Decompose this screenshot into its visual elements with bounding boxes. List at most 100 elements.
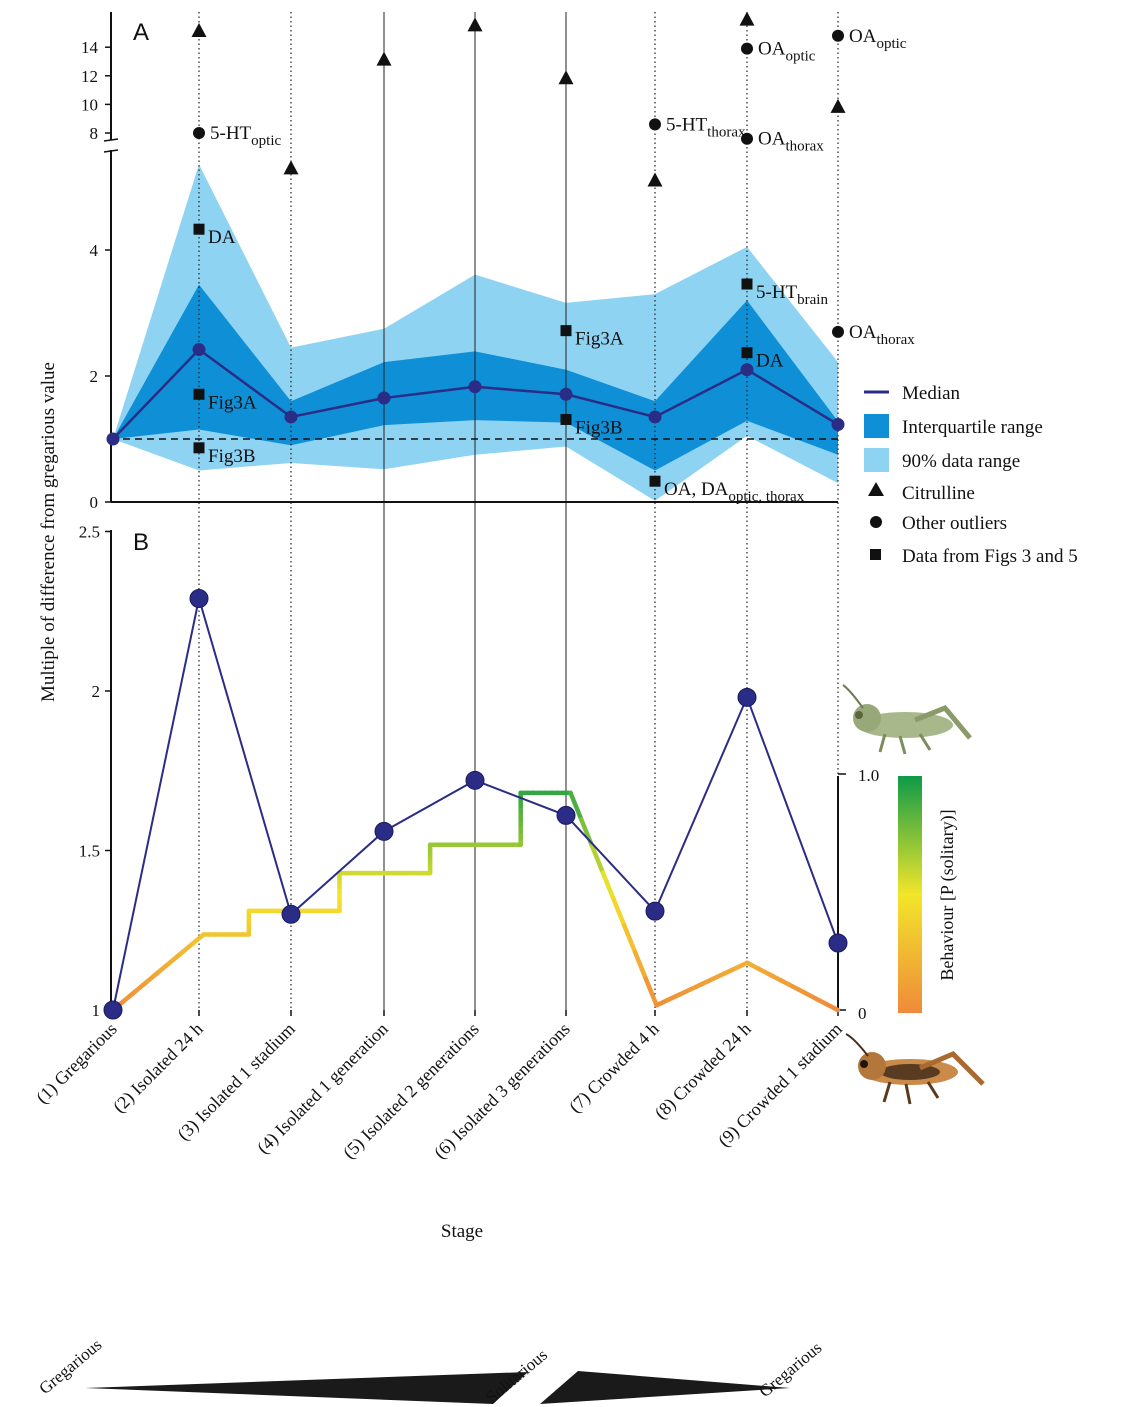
figdata-label-3-main: Fig3A	[575, 329, 624, 350]
citrulline-marker	[830, 98, 846, 113]
median-point	[192, 343, 206, 357]
x-axis-title: Stage	[441, 1221, 483, 1242]
behaviour-line-segment	[611, 896, 627, 928]
panel-b-point	[103, 1000, 123, 1020]
phase-arrow-to-solitarious	[85, 1372, 528, 1404]
figdata-label-0-main: DA	[208, 227, 236, 248]
behaviour-line-segment	[824, 1001, 841, 1013]
behaviour-scale: Behaviour [P (solitary)] 0 1.0	[858, 766, 958, 1023]
figdata-marker	[741, 278, 753, 290]
figdata-marker	[560, 413, 572, 425]
median-point	[559, 387, 573, 401]
outlier-label-4-main: OA	[849, 26, 877, 47]
behaviour-colorbar	[898, 776, 922, 1013]
y-axis-title: Multiple of difference from gregarious v…	[38, 362, 59, 702]
legend-citrulline-marker	[868, 482, 884, 496]
outlier-label-5-sub: thorax	[876, 332, 915, 348]
behaviour-line-segment	[568, 790, 584, 822]
behaviour-line-segment	[600, 870, 616, 902]
citrulline-marker	[283, 160, 299, 175]
legend-figdata-marker	[870, 549, 881, 560]
phase-arrows: Gregarious Solitarious Gregarious	[35, 1335, 825, 1407]
outlier-marker	[649, 118, 661, 131]
y-tick-label-a-upper: 14	[81, 38, 99, 57]
figdata-marker	[741, 347, 753, 359]
x-tick-label-stage-2: (2) Isolated 24 h	[109, 1019, 208, 1118]
y-tick-label-b: 1	[92, 1001, 101, 1020]
outlier-label-0-sub: optic	[251, 133, 281, 149]
citrulline-marker	[467, 17, 483, 32]
figdata-marker	[649, 475, 661, 487]
legend: Median Interquartile range 90% data rang…	[864, 383, 1078, 567]
behaviour-tick-0: 0	[858, 1004, 867, 1023]
legend-range-label: 90% data range	[902, 451, 1020, 472]
figdata-marker	[560, 325, 572, 337]
y-tick-label-a-upper: 8	[90, 124, 99, 143]
median-point	[377, 391, 391, 405]
axes: 0 2 4 8 10 12 14 1 1.5 2 2.5 (1) Gregarious(2) Isol…	[32, 12, 847, 1163]
panel-b-point	[281, 904, 301, 924]
stage-lines	[198, 12, 839, 1012]
median-point	[284, 410, 298, 424]
panel-label-b: B	[133, 529, 149, 556]
citrulline-marker	[647, 172, 663, 187]
x-tick-label-stage-8: (8) Crowded 24 h	[651, 1019, 756, 1124]
behaviour-line-segment	[632, 949, 649, 981]
behaviour-tick-1: 1.0	[858, 766, 879, 785]
behaviour-line-segment	[589, 843, 606, 875]
arrow-label-left: Gregarious	[35, 1335, 105, 1398]
y-tick-label-b: 1.5	[79, 842, 100, 861]
figdata-label-0: DA	[208, 227, 236, 248]
panel-b-point	[645, 901, 665, 921]
outlier-label-2-sub: optic	[785, 49, 815, 65]
y-tick-label-a-upper: 12	[81, 67, 98, 86]
figdata-label-7: DA	[756, 351, 784, 372]
behaviour-line-segment	[144, 969, 161, 984]
legend-range-swatch	[864, 448, 889, 472]
panel-b-point	[828, 933, 848, 953]
figdata-label-7-main: DA	[756, 351, 784, 372]
panel-label-a: A	[133, 19, 149, 46]
legend-iqr-swatch	[864, 414, 889, 438]
figdata-marker	[193, 223, 205, 235]
behaviour-line-segment	[622, 923, 638, 955]
gregarious-locust-image	[845, 1033, 985, 1105]
legend-citrulline-label: Citrulline	[902, 483, 975, 504]
y-tick-label-a: 2	[90, 367, 99, 386]
outlier-label-3-main: OA	[758, 129, 786, 150]
median-point	[648, 410, 662, 424]
outlier-label-1-sub: thorax	[707, 124, 746, 140]
y-tick-label-b: 2.5	[79, 523, 100, 542]
panel-b-point	[465, 770, 485, 790]
figdata-label-6: 5-HTbrain	[756, 282, 828, 308]
axis-break-mark	[103, 138, 119, 153]
outlier-marker	[832, 29, 844, 42]
median-point	[468, 380, 482, 394]
outlier-label-4: OAoptic	[849, 26, 907, 52]
panel-b-point	[737, 687, 757, 707]
outlier-label-4-sub: optic	[876, 36, 906, 52]
figdata-label-5-sub: optic, thorax	[728, 489, 804, 505]
behaviour-line-segment	[167, 951, 184, 966]
outlier-marker	[741, 132, 753, 145]
legend-figdata-label: Data from Figs 3 and 5	[902, 546, 1078, 567]
legend-iqr-label: Interquartile range	[902, 417, 1043, 438]
figdata-label-4: Fig3B	[575, 417, 623, 438]
arrow-label-right: Gregarious	[755, 1338, 825, 1401]
figdata-label-1: Fig3A	[208, 392, 257, 413]
outlier-label-1: 5-HTthorax	[666, 114, 746, 140]
panel-b-point	[374, 821, 394, 841]
behaviour-line-segment	[190, 932, 206, 947]
y-tick-label-b: 2	[92, 682, 101, 701]
solitarious-locust-image	[842, 684, 972, 755]
figdata-label-3: Fig3A	[575, 329, 624, 350]
outlier-label-5: OAthorax	[849, 322, 915, 348]
panel-b-point	[189, 588, 209, 608]
outlier-label-2-main: OA	[758, 39, 786, 60]
citrulline-marker	[376, 51, 392, 66]
citrulline-marker	[191, 23, 207, 38]
legend-median-label: Median	[902, 383, 961, 404]
figdata-label-2: Fig3B	[208, 446, 256, 467]
figdata-marker	[193, 388, 205, 400]
